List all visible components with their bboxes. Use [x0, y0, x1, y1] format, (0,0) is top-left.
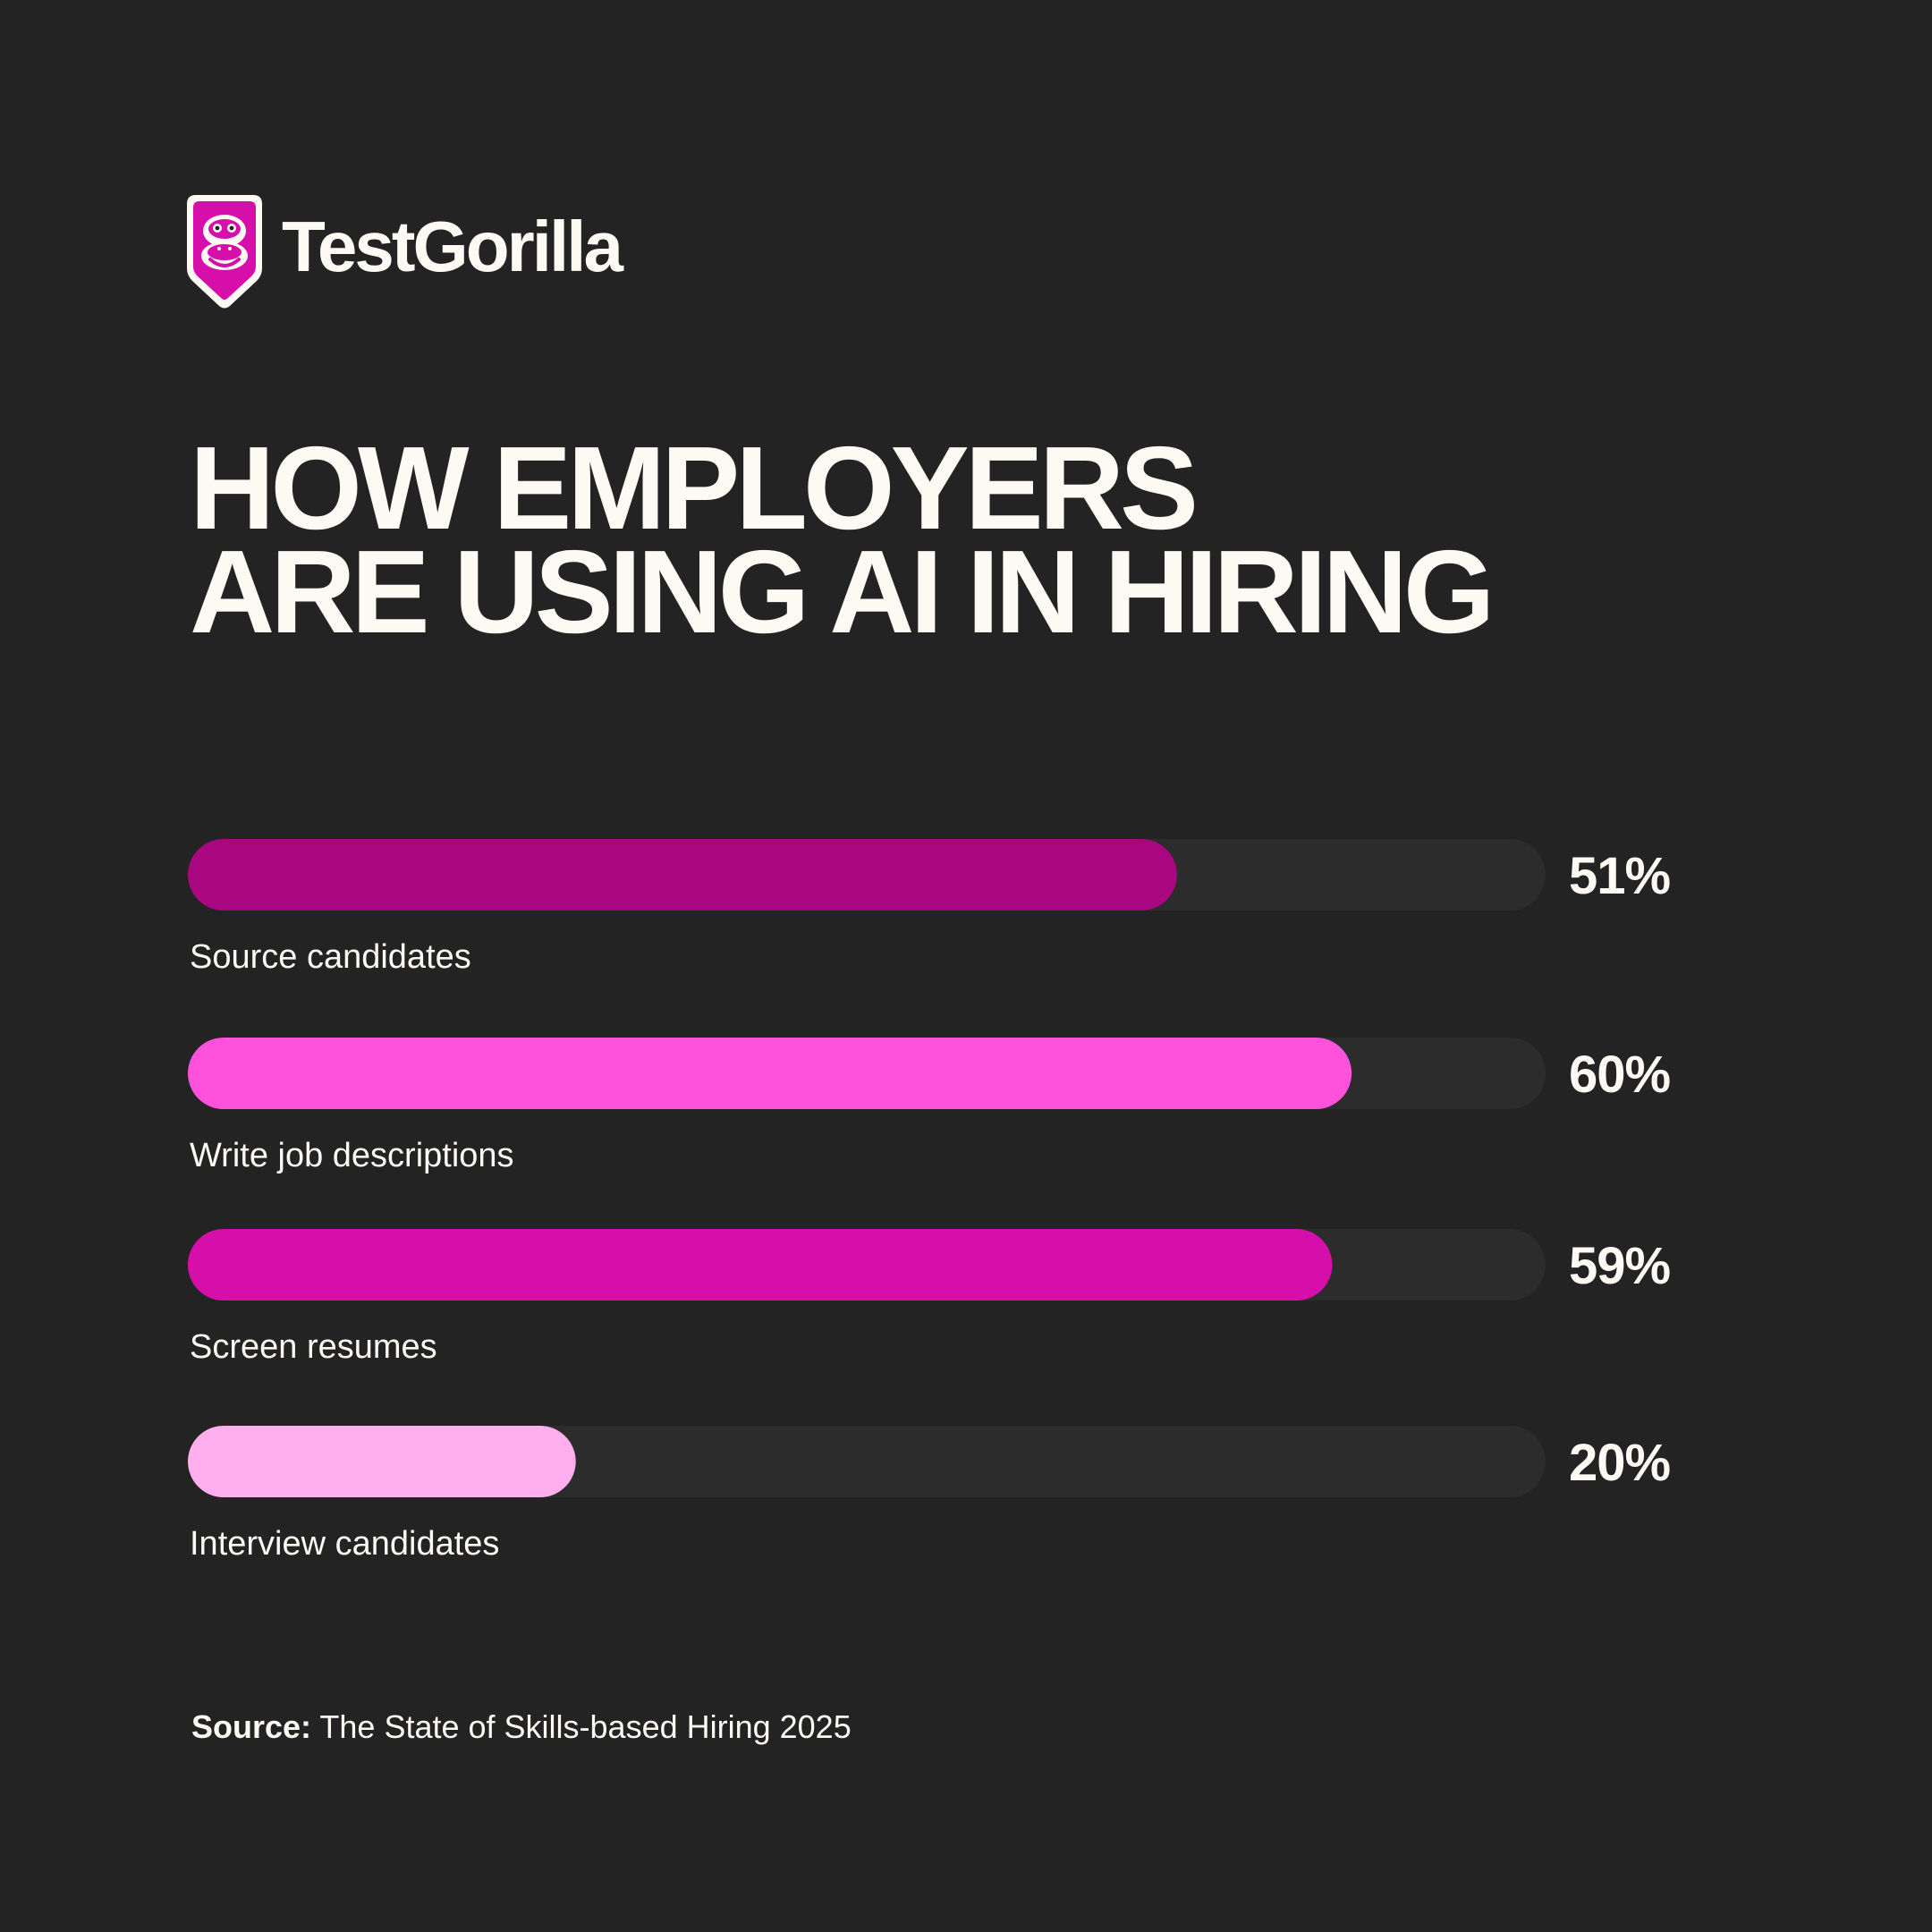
category-label: Source candidates [190, 938, 471, 976]
value-label: 59% [1569, 1237, 1671, 1295]
category-label: Screen resumes [190, 1328, 437, 1366]
value-label: 60% [1569, 1046, 1671, 1104]
source-label: Source: [191, 1708, 312, 1745]
bar [188, 1426, 576, 1497]
page-title: HOW EMPLOYERS ARE USING AI IN HIRING [190, 422, 1496, 657]
source-text: The State of Skills-based Hiring 2025 [319, 1708, 852, 1745]
title-line-2: ARE USING AI IN HIRING [190, 526, 1496, 657]
bar [188, 1229, 1333, 1301]
bar [188, 1038, 1352, 1109]
brand-name: TestGorilla [282, 206, 623, 286]
brand-logo: TestGorilla [183, 190, 623, 310]
gorilla-shield-icon [187, 195, 262, 309]
value-label: 51% [1569, 847, 1671, 905]
title-line-1: HOW EMPLOYERS [190, 422, 1199, 554]
source-note: Source: The State of Skills-based Hiring… [191, 1708, 852, 1746]
category-label: Write job descriptions [190, 1137, 514, 1174]
category-label: Interview candidates [190, 1525, 499, 1563]
value-label: 20% [1569, 1434, 1671, 1492]
bar [188, 839, 1177, 911]
